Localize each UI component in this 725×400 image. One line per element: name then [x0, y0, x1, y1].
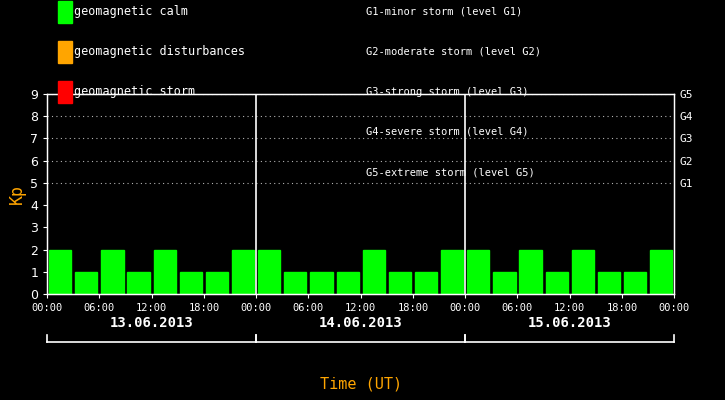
Bar	[75, 272, 97, 294]
Text: 15.06.2013: 15.06.2013	[528, 316, 612, 330]
Y-axis label: Kp: Kp	[8, 184, 26, 204]
Bar	[232, 250, 254, 294]
Bar	[572, 250, 594, 294]
Bar	[180, 272, 202, 294]
Text: G4-severe storm (level G4): G4-severe storm (level G4)	[366, 127, 529, 137]
Text: Time (UT): Time (UT)	[320, 376, 402, 392]
Bar	[154, 250, 176, 294]
Text: G5-extreme storm (level G5): G5-extreme storm (level G5)	[366, 167, 535, 177]
Bar	[128, 272, 149, 294]
Bar	[493, 272, 515, 294]
Bar	[336, 272, 359, 294]
Bar	[49, 250, 71, 294]
Bar	[467, 250, 489, 294]
Bar	[362, 250, 385, 294]
Bar	[102, 250, 123, 294]
Text: 13.06.2013: 13.06.2013	[109, 316, 194, 330]
Text: G3-strong storm (level G3): G3-strong storm (level G3)	[366, 87, 529, 97]
Bar	[310, 272, 333, 294]
Bar	[650, 250, 672, 294]
Text: geomagnetic disturbances: geomagnetic disturbances	[74, 46, 245, 58]
Text: geomagnetic calm: geomagnetic calm	[74, 6, 188, 18]
Text: G1-minor storm (level G1): G1-minor storm (level G1)	[366, 7, 523, 17]
Bar	[415, 272, 437, 294]
Bar	[441, 250, 463, 294]
Bar	[624, 272, 646, 294]
Bar	[284, 272, 307, 294]
Text: 14.06.2013: 14.06.2013	[319, 316, 402, 330]
Bar	[598, 272, 620, 294]
Bar	[206, 272, 228, 294]
Bar	[519, 250, 542, 294]
Bar	[545, 272, 568, 294]
Bar	[258, 250, 281, 294]
Text: G2-moderate storm (level G2): G2-moderate storm (level G2)	[366, 47, 541, 57]
Text: geomagnetic storm: geomagnetic storm	[74, 86, 195, 98]
Bar	[389, 272, 411, 294]
